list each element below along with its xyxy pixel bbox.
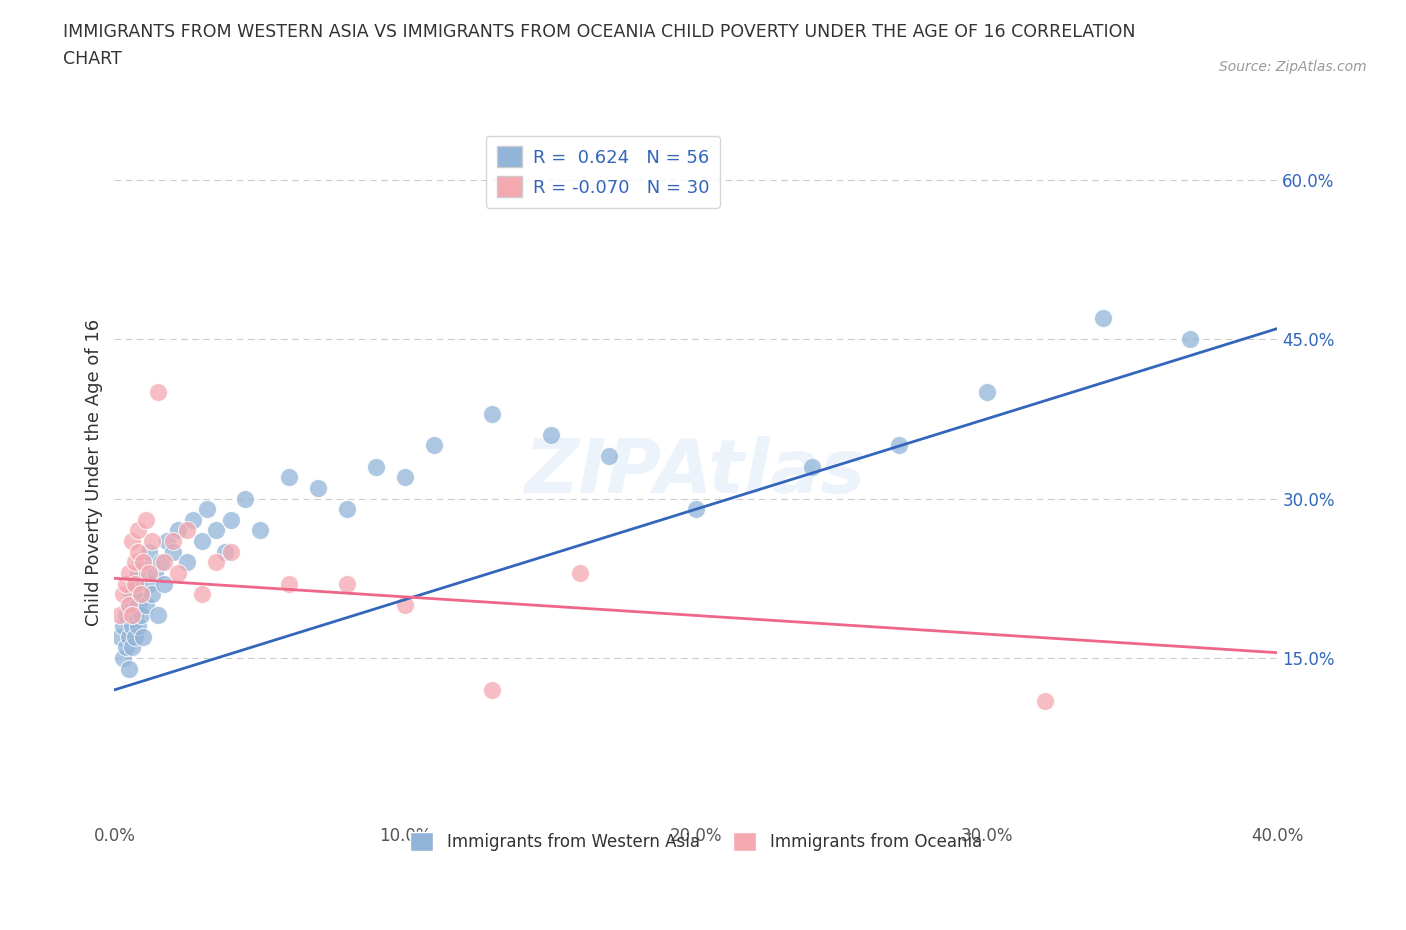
Point (167, 565, 190, 580)
Point (124, 555, 146, 570)
Point (132, 555, 155, 570)
Point (205, 523, 228, 538)
Point (1091, 311, 1114, 325)
Point (336, 577, 359, 591)
Text: IMMIGRANTS FROM WESTERN ASIA VS IMMIGRANTS FROM OCEANIA CHILD POVERTY UNDER THE : IMMIGRANTS FROM WESTERN ASIA VS IMMIGRAN… (63, 23, 1136, 68)
Point (121, 608, 143, 623)
Point (205, 555, 228, 570)
Point (127, 565, 149, 580)
Point (115, 640, 138, 655)
Point (118, 597, 141, 612)
Point (118, 597, 141, 612)
Point (112, 618, 135, 633)
Point (181, 512, 204, 527)
Point (176, 555, 198, 570)
Point (115, 608, 138, 623)
Y-axis label: Child Poverty Under the Age of 16: Child Poverty Under the Age of 16 (86, 318, 103, 626)
Point (124, 630, 146, 644)
Text: ZIPAtlas: ZIPAtlas (526, 435, 866, 509)
Point (127, 544, 149, 559)
Point (153, 555, 176, 570)
Point (129, 608, 152, 623)
Point (394, 597, 416, 612)
Point (110, 630, 132, 644)
Point (112, 651, 135, 666)
Point (685, 502, 707, 517)
Point (976, 385, 998, 400)
Point (364, 459, 387, 474)
Point (121, 534, 143, 549)
Point (162, 544, 184, 559)
Point (889, 438, 911, 453)
Point (146, 608, 169, 623)
Point (132, 555, 155, 570)
Point (118, 565, 141, 580)
Point (249, 523, 271, 538)
Point (141, 587, 163, 602)
Point (153, 577, 176, 591)
Point (481, 406, 503, 421)
Point (138, 565, 160, 580)
Point (124, 577, 146, 591)
Point (219, 512, 242, 527)
Point (110, 608, 132, 623)
Point (121, 587, 143, 602)
Point (129, 587, 152, 602)
Point (197, 502, 219, 517)
Point (233, 491, 256, 506)
Legend: Immigrants from Western Asia, Immigrants from Oceania: Immigrants from Western Asia, Immigrants… (404, 825, 988, 857)
Point (138, 577, 160, 591)
Point (121, 640, 143, 655)
Point (146, 385, 169, 400)
Point (118, 661, 141, 676)
Point (124, 608, 146, 623)
Point (129, 587, 152, 602)
Point (1033, 693, 1056, 708)
Point (481, 683, 503, 698)
Point (277, 470, 299, 485)
Point (1178, 332, 1201, 347)
Point (118, 630, 141, 644)
Point (568, 565, 591, 580)
Point (156, 534, 179, 549)
Point (127, 523, 149, 538)
Point (149, 555, 172, 570)
Point (121, 618, 143, 633)
Text: Source: ZipAtlas.com: Source: ZipAtlas.com (1219, 60, 1367, 74)
Point (135, 512, 157, 527)
Point (138, 544, 160, 559)
Point (176, 523, 198, 538)
Point (135, 597, 157, 612)
Point (132, 630, 155, 644)
Point (127, 618, 149, 633)
Point (423, 438, 446, 453)
Point (277, 577, 299, 591)
Point (124, 577, 146, 591)
Point (143, 565, 166, 580)
Point (167, 523, 190, 538)
Point (112, 587, 135, 602)
Point (219, 544, 242, 559)
Point (540, 428, 562, 443)
Point (336, 502, 359, 517)
Point (127, 597, 149, 612)
Point (115, 577, 138, 591)
Point (141, 534, 163, 549)
Point (214, 544, 236, 559)
Point (190, 534, 212, 549)
Point (598, 448, 620, 463)
Point (801, 459, 824, 474)
Point (162, 534, 184, 549)
Point (394, 470, 416, 485)
Point (190, 587, 212, 602)
Point (307, 481, 329, 496)
